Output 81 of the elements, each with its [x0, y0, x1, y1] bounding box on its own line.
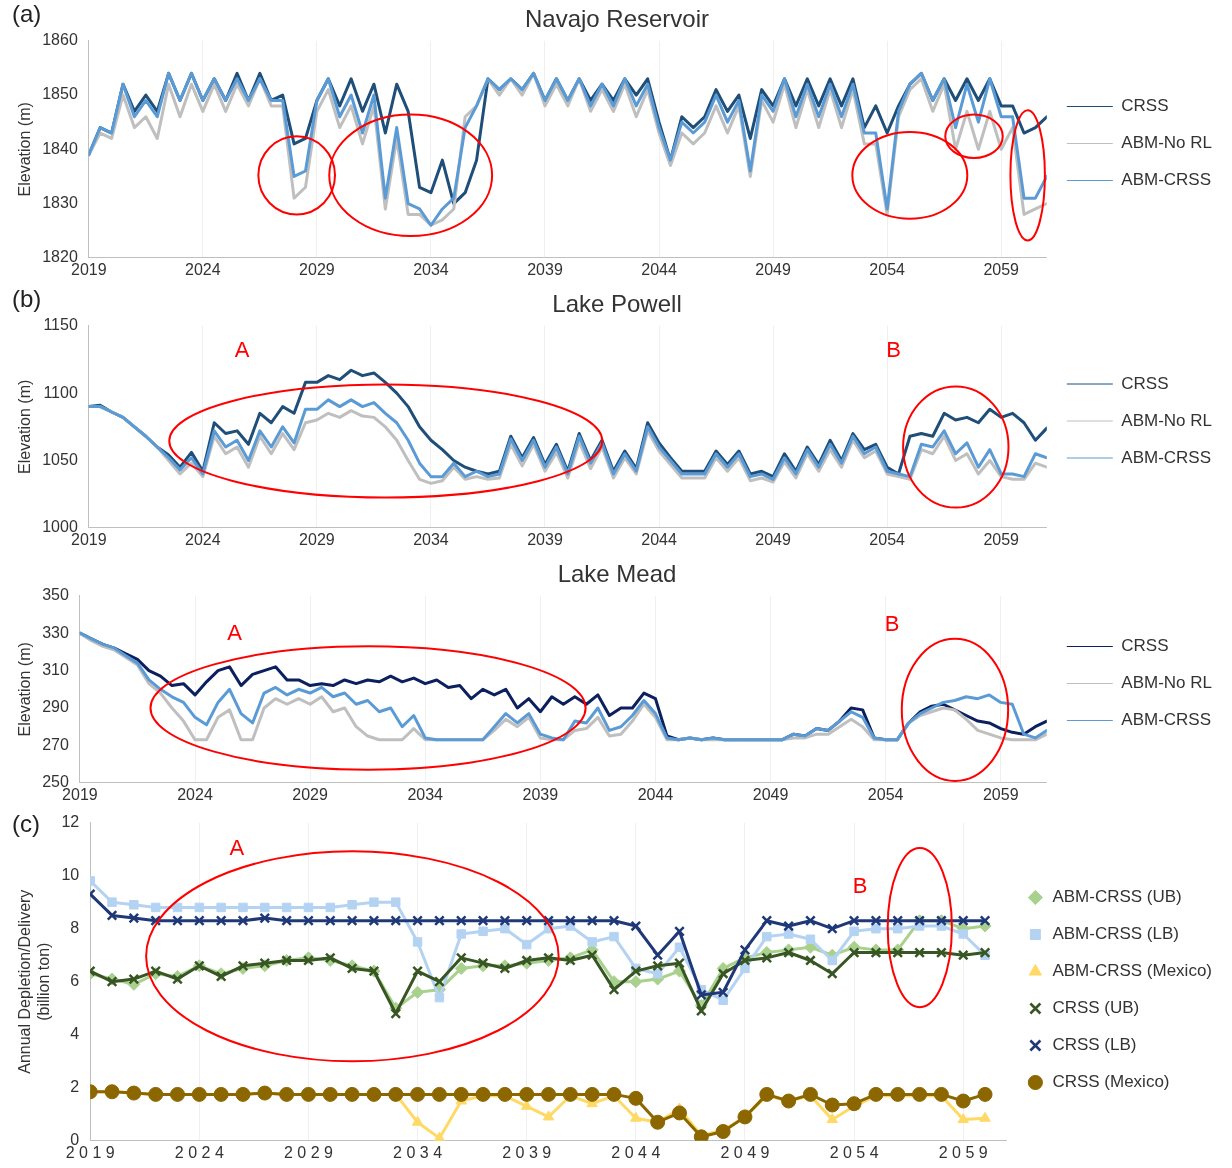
x-tick-label: 2024: [185, 530, 221, 548]
legend-label: ABM-No RL: [1121, 673, 1212, 693]
legend-label: ABM-CRSS (UB): [1052, 887, 1182, 907]
x-tick-label: 2044: [637, 785, 674, 803]
y-tick-label: 4: [70, 1025, 80, 1043]
legend-label: ABM-CRSS: [1121, 170, 1212, 190]
y-tick-label: 1100: [43, 383, 78, 401]
x-tick-label: 2039: [527, 530, 563, 548]
annotation: B: [884, 610, 900, 637]
x-tick-label: 2 0 2 4: [174, 1143, 224, 1161]
x-tick-label: 2 0 4 4: [611, 1143, 661, 1161]
text: (b): [12, 285, 42, 313]
legend-label: ABM-No RL: [1121, 410, 1212, 430]
x-tick-label: 2034: [407, 785, 444, 803]
legend-label: CRSS: [1121, 96, 1169, 116]
x-tick-label: 2039: [522, 785, 559, 803]
annotation: B: [886, 337, 901, 364]
legend-label: ABM-No RL: [1121, 133, 1212, 153]
y-axis-title: Elevation (m): [16, 379, 34, 474]
x-tick-label: 2054: [869, 530, 906, 548]
x-tick-label: 2054: [867, 785, 904, 803]
y-tick-label: 1850: [42, 85, 78, 103]
legend-label: ABM-CRSS (LB): [1052, 924, 1179, 944]
text: (c): [12, 810, 40, 838]
y-tick-label: 290: [42, 698, 69, 716]
y-tick-label: 310: [42, 661, 69, 679]
legend-label: CRSS (Mexico): [1052, 1072, 1170, 1092]
y-tick-label: 350: [42, 586, 69, 604]
text: (a): [12, 0, 42, 28]
x-tick-label: 2059: [983, 260, 1020, 278]
x-tick-label: 2029: [292, 785, 329, 803]
x-tick-label: 2049: [755, 260, 791, 278]
x-tick-label: 2049: [752, 785, 789, 803]
y-tick-label: 270: [42, 735, 69, 753]
x-tick-label: 2049: [755, 530, 791, 548]
y-tick-label: 10: [61, 866, 80, 884]
y-tick-label: 1050: [42, 450, 78, 468]
y-axis-title: Elevation (m): [16, 102, 34, 197]
x-tick-label: 2039: [527, 260, 563, 278]
y-tick-label: 8: [70, 919, 80, 937]
legend-label: ABM-CRSS (Mexico): [1052, 961, 1212, 981]
x-tick-label: 2059: [983, 530, 1020, 548]
annotation: B: [852, 873, 868, 900]
x-tick-label: 2029: [299, 260, 335, 278]
chart-title: Lake Mead: [557, 560, 677, 588]
x-tick-label: 2029: [299, 530, 335, 548]
legend-label: CRSS (LB): [1052, 1035, 1137, 1055]
chart-title: Lake Powell: [552, 290, 682, 318]
annotation: A: [227, 620, 242, 647]
x-tick-label: 2024: [177, 785, 213, 803]
legend-label: CRSS: [1121, 636, 1169, 656]
x-tick-label: 2034: [413, 260, 449, 278]
x-tick-label: 2034: [413, 530, 449, 548]
y-tick-label: 1830: [42, 193, 78, 211]
y-tick-label: 12: [61, 813, 80, 831]
legend-label: ABM-CRSS: [1121, 710, 1212, 730]
annotation: A: [229, 835, 245, 862]
x-tick-label: 2 0 3 9: [502, 1143, 552, 1161]
y-tick-label: 1860: [42, 31, 78, 49]
annotation: A: [234, 337, 250, 364]
y-tick-label: 330: [42, 623, 69, 641]
x-tick-label: 2 0 5 4: [829, 1143, 879, 1161]
y-axis-title: Annual Depletion/Delivery (billion ton): [16, 889, 53, 1074]
x-tick-label: 2 0 4 9: [720, 1143, 770, 1161]
y-tick-label: 1840: [42, 139, 78, 157]
y-tick-label: 1150: [43, 316, 78, 334]
legend-label: CRSS: [1121, 373, 1169, 393]
x-tick-label: 2024: [185, 260, 221, 278]
x-tick-label: 2054: [869, 260, 906, 278]
x-tick-label: 2 0 5 9: [938, 1143, 988, 1161]
x-tick-label: 2 0 3 4: [393, 1143, 443, 1161]
chart-title: Navajo Reservoir: [524, 5, 710, 33]
y-axis-title: Elevation (m): [16, 642, 34, 737]
legend-label: CRSS (UB): [1052, 998, 1140, 1018]
legend-label: ABM-CRSS: [1121, 447, 1212, 467]
x-tick-label: 2059: [982, 785, 1019, 803]
x-tick-label: 2 0 2 9: [283, 1143, 334, 1161]
x-tick-label: 2044: [641, 530, 677, 548]
y-tick-label: 2: [70, 1078, 80, 1096]
y-tick-label: 6: [70, 972, 80, 990]
x-tick-label: 2044: [641, 260, 677, 278]
